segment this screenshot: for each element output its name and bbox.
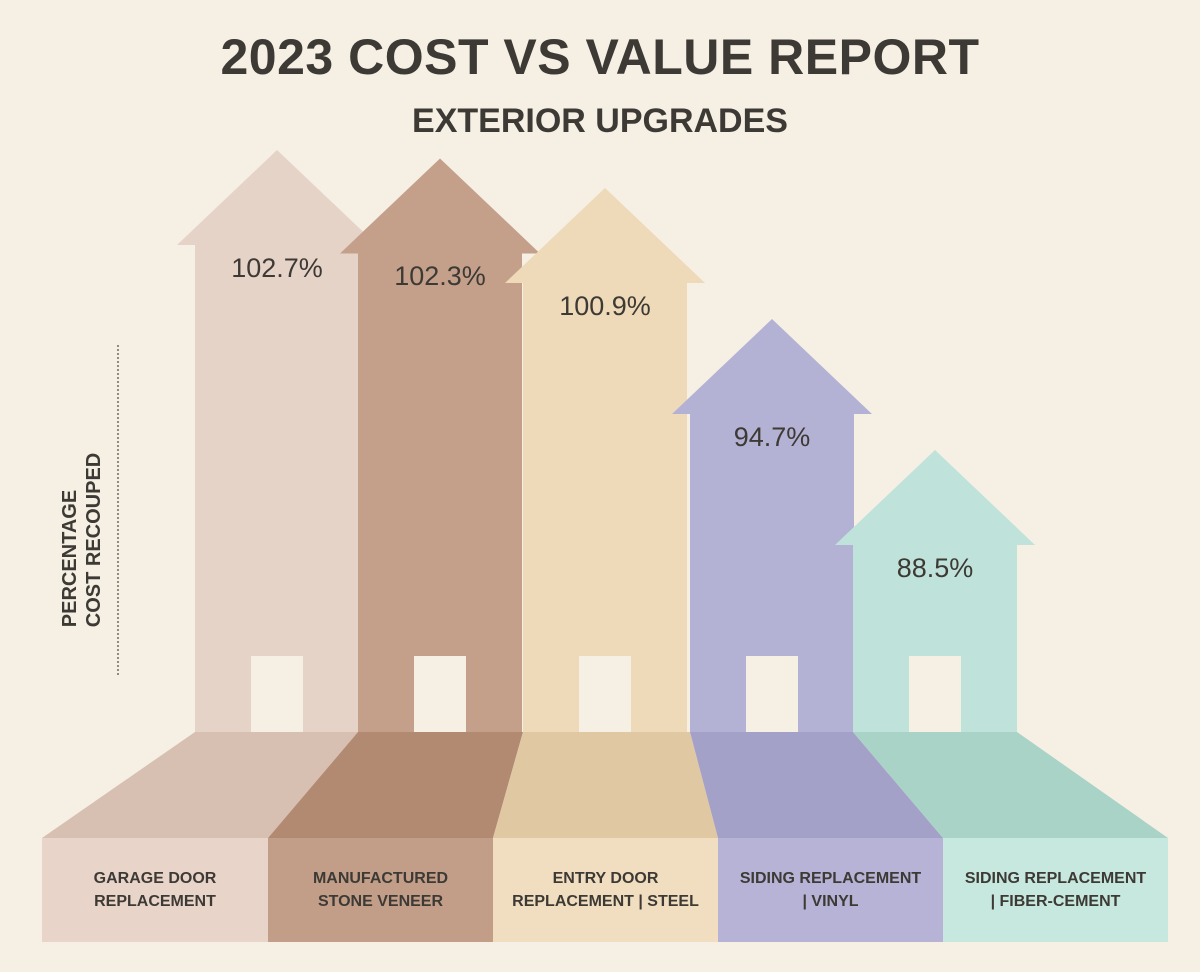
category-box-5: [943, 838, 1168, 942]
category-label-5: SIDING REPLACEMENT | FIBER-CEMENT: [943, 838, 1168, 942]
category-label-2: MANUFACTURED STONE VENEER: [268, 838, 493, 942]
category-box-2: [268, 838, 493, 942]
category-label-3-line-1: ENTRY DOOR: [552, 870, 659, 887]
value-label-5: 88.5%: [896, 553, 974, 583]
category-label-4-line-1: SIDING REPLACEMENT: [739, 870, 922, 887]
y-axis-dotted-line: [117, 345, 119, 675]
door-4: [746, 656, 798, 732]
bar-arrow-1: [177, 150, 377, 732]
category-label-3: ENTRY DOOR REPLACEMENT | STEEL: [493, 838, 718, 942]
category-box-1: [42, 838, 268, 942]
value-label-4: 94.7%: [733, 422, 811, 452]
floor-3: [493, 732, 718, 838]
category-label-1-line-1: GARAGE DOOR: [93, 870, 217, 887]
category-label-1-line-2: REPLACEMENT: [94, 893, 216, 910]
door-5: [909, 656, 961, 732]
bar-arrow-4: [672, 319, 872, 732]
value-label-2: 102.3%: [394, 261, 486, 292]
category-box-3: [493, 838, 718, 942]
chart-subtitle: EXTERIOR UPGRADES: [412, 102, 788, 140]
floor-4: [690, 732, 943, 838]
category-label-5-line-2: | FIBER-CEMENT: [990, 893, 1121, 910]
chart-title: 2023 COST VS VALUE REPORT: [220, 29, 980, 85]
bar-arrow-2: [340, 158, 540, 733]
category-label-3-line-2: REPLACEMENT | STEEL: [512, 893, 699, 910]
door-2: [414, 656, 466, 732]
category-label-1: GARAGE DOOR REPLACEMENT: [42, 838, 268, 942]
bar-arrow-5: [835, 450, 1035, 732]
category-label-4: SIDING REPLACEMENT | VINYL: [718, 838, 943, 942]
value-label-1: 102.7%: [231, 253, 323, 283]
category-box-4: [718, 838, 943, 942]
bar-arrow-3: [505, 188, 705, 732]
door-1: [251, 656, 303, 732]
category-label-2-line-1: MANUFACTURED: [312, 870, 449, 887]
floor-1: [42, 732, 358, 838]
door-3: [579, 656, 631, 732]
floor-5: [853, 732, 1168, 838]
value-label-3: 100.9%: [559, 291, 651, 322]
category-label-4-line-2: | VINYL: [802, 893, 859, 910]
floor-2: [268, 732, 523, 838]
category-label-2-line-2: STONE VENEER: [317, 893, 444, 910]
category-label-5-line-1: SIDING REPLACEMENT: [964, 870, 1147, 887]
